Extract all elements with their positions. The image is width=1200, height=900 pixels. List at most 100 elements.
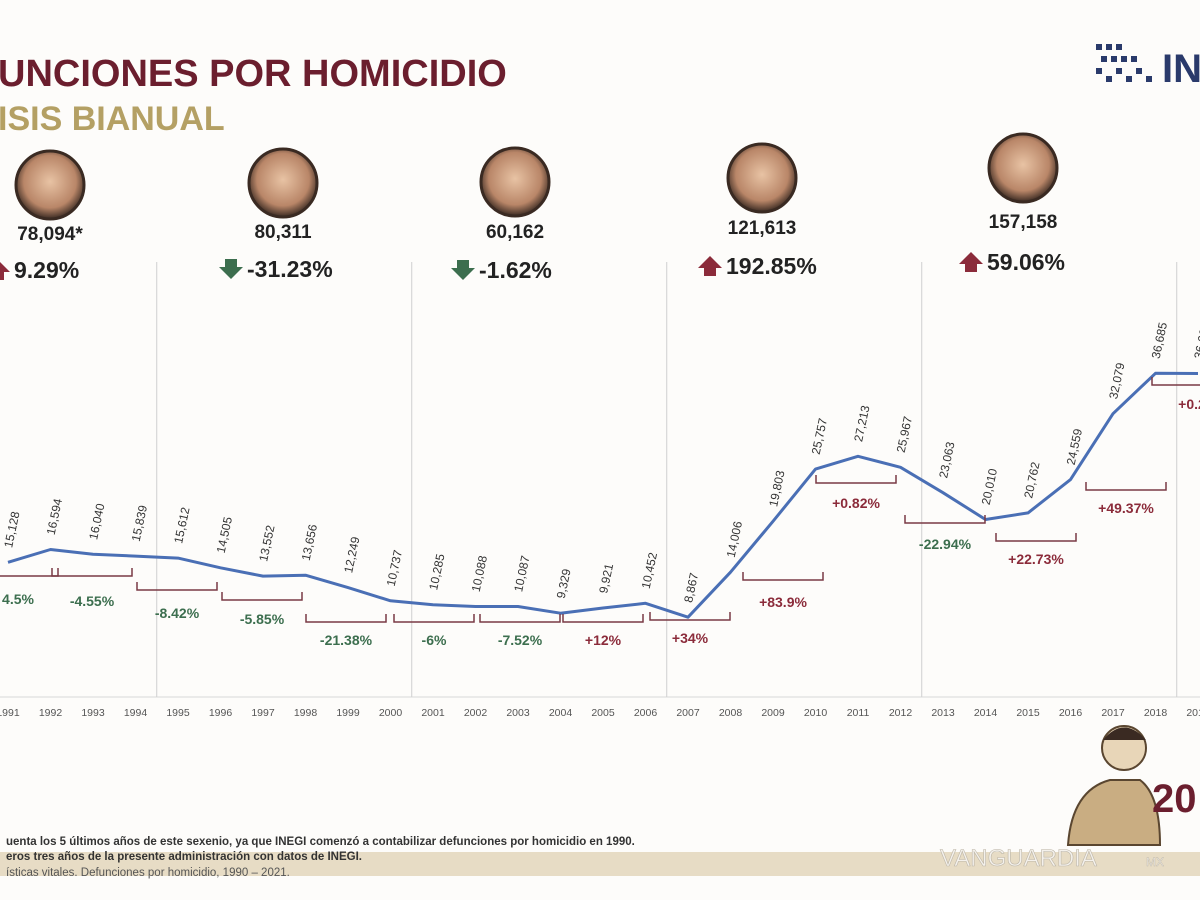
footer-band — [0, 852, 1200, 876]
x-tick-label: 2000 — [379, 707, 403, 719]
x-tick-label: 2006 — [634, 707, 658, 719]
logo-text: INE — [1162, 47, 1200, 91]
period-total: 60,162 — [486, 222, 544, 243]
change-label: +34% — [672, 630, 709, 646]
bracket — [562, 614, 644, 623]
bracket — [479, 614, 561, 623]
change-arrow — [219, 259, 243, 279]
period-total: 80,311 — [254, 222, 311, 243]
bracket — [995, 533, 1077, 542]
change-arrow — [959, 252, 983, 272]
footnote: eros tres años de la presente administra… — [6, 851, 362, 863]
portrait — [726, 142, 798, 214]
x-tick-label: 1999 — [336, 707, 360, 719]
bracket — [393, 614, 475, 623]
change-label: +83.9% — [759, 594, 807, 610]
period-change: 9.29% — [14, 257, 79, 283]
footnote: uenta los 5 últimos años de este sexenio… — [6, 836, 635, 848]
change-label: -5.85% — [240, 611, 285, 627]
x-tick-label: 1994 — [124, 707, 148, 719]
portrait — [479, 146, 551, 218]
x-tick-label: 2015 — [1016, 707, 1040, 719]
change-arrow — [0, 262, 10, 280]
watermark-suffix: MX — [1146, 855, 1164, 869]
period-change: -31.23% — [247, 256, 333, 282]
x-tick-label: 1991 — [0, 707, 20, 719]
logo: INE — [1096, 44, 1200, 91]
bracket — [742, 572, 824, 581]
x-tick-label: 2010 — [804, 707, 828, 719]
x-tick-label: 2013 — [931, 707, 955, 719]
period-block: 78,094* 9.29% — [0, 149, 86, 283]
x-tick-label: 2001 — [421, 707, 445, 719]
period-total: 78,094* — [17, 224, 83, 245]
data-line — [7, 371, 1199, 619]
x-tick-label: 2014 — [974, 707, 998, 719]
x-tick-label: 2011 — [847, 707, 870, 719]
bracket — [51, 568, 133, 577]
change-label: +12% — [585, 632, 622, 648]
bracket — [305, 614, 387, 623]
x-tick-label: 2008 — [719, 707, 743, 719]
x-tick-label: 1993 — [81, 707, 105, 719]
x-tick-label: 2007 — [676, 707, 700, 719]
x-tick-label: 2018 — [1144, 707, 1168, 719]
x-tick-label: 2003 — [506, 707, 530, 719]
period-block: 121,613 192.85% — [698, 142, 817, 279]
x-tick-label: 1997 — [251, 707, 275, 719]
period-block: 60,162 -1.62% — [451, 146, 552, 283]
x-tick-label: 2017 — [1101, 707, 1125, 719]
change-label: -8.42% — [155, 605, 200, 621]
change-label: +49.37% — [1098, 500, 1154, 516]
x-tick-label: 1995 — [166, 707, 190, 719]
bracket — [221, 592, 303, 601]
bracket — [649, 612, 731, 621]
bracket — [1151, 377, 1200, 386]
x-tick-label: 2016 — [1059, 707, 1083, 719]
change-label: 4.5% — [2, 591, 34, 607]
change-label: -22.94% — [919, 536, 972, 552]
chart-title: UNCIONES POR HOMICIDIO — [0, 53, 507, 95]
change-arrow — [698, 256, 722, 276]
x-tick-label: 2012 — [889, 707, 913, 719]
change-label: -7.52% — [498, 632, 543, 648]
change-arrow — [451, 260, 475, 280]
period-change: 192.85% — [726, 253, 817, 279]
x-tick-label: 2005 — [591, 707, 615, 719]
bracket — [0, 568, 59, 577]
period-total: 157,158 — [989, 212, 1058, 233]
bracket — [815, 475, 897, 484]
period-change: 59.06% — [987, 249, 1065, 275]
badge: 20 — [1152, 777, 1197, 821]
portrait — [14, 149, 86, 221]
logo-dots — [1096, 44, 1152, 82]
period-block: 157,158 59.06% — [959, 132, 1065, 275]
portrait — [1066, 725, 1162, 846]
x-tick-label: 2002 — [464, 707, 488, 719]
period-change: -1.62% — [479, 257, 552, 283]
x-tick-label: 2009 — [761, 707, 785, 719]
bracket — [904, 515, 986, 524]
chart-subtitle: ISIS BIANUAL — [0, 100, 225, 138]
x-tick-label: 1998 — [294, 707, 318, 719]
change-label: -6% — [422, 632, 447, 648]
change-label: +22.73% — [1008, 551, 1064, 567]
x-tick-label: 1992 — [39, 707, 63, 719]
portrait — [247, 147, 319, 219]
x-tick-label: 2019 — [1186, 707, 1200, 719]
data-label: 9,329 — [554, 567, 574, 600]
change-label: +0.82% — [832, 495, 880, 511]
bracket — [136, 582, 218, 591]
period-block: 80,311 -31.23% — [219, 147, 333, 282]
period-total: 121,613 — [728, 218, 797, 239]
change-label: -4.55% — [70, 593, 115, 609]
bracket — [1085, 482, 1167, 491]
change-label: -21.38% — [320, 632, 373, 648]
data-label: 9,921 — [596, 562, 616, 595]
portrait — [987, 132, 1059, 204]
change-label: +0.2 — [1178, 396, 1200, 412]
watermark: VANGUARDIA — [940, 845, 1097, 872]
x-tick-label: 2004 — [549, 707, 573, 719]
data-label: 36,661 — [1191, 321, 1200, 360]
